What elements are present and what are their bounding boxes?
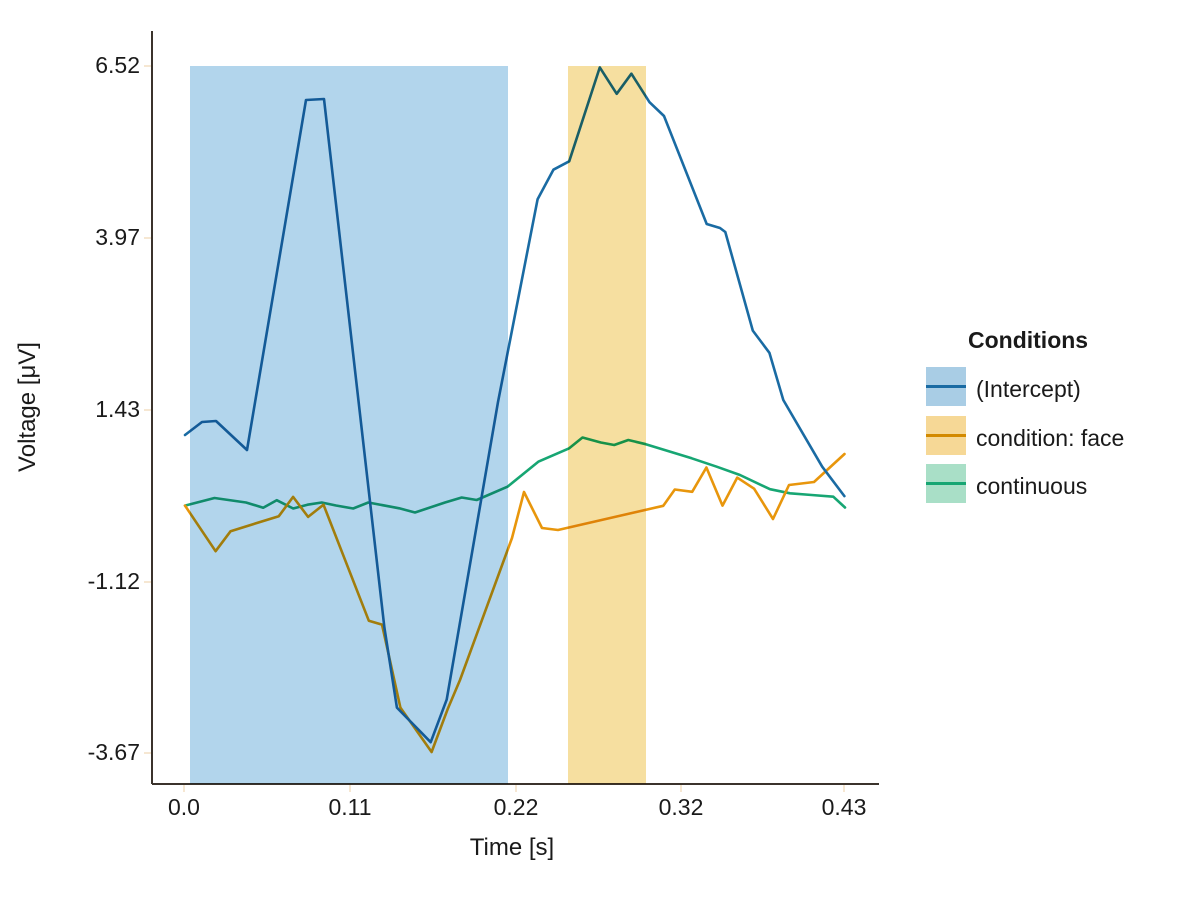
svg-text:6.52: 6.52	[95, 52, 140, 78]
svg-text:3.97: 3.97	[95, 224, 140, 250]
svg-text:0.32: 0.32	[659, 794, 704, 820]
svg-text:Conditions: Conditions	[968, 327, 1088, 353]
svg-text:(Intercept): (Intercept)	[976, 376, 1081, 402]
svg-text:Voltage [μV]: Voltage [μV]	[14, 342, 41, 472]
svg-text:-1.12: -1.12	[88, 568, 140, 594]
svg-text:continuous: continuous	[976, 473, 1087, 499]
svg-text:0.0: 0.0	[168, 794, 200, 820]
svg-text:Time [s]: Time [s]	[470, 834, 554, 861]
svg-text:0.43: 0.43	[822, 794, 867, 820]
svg-text:-3.67: -3.67	[88, 739, 140, 765]
svg-text:0.22: 0.22	[494, 794, 539, 820]
svg-text:condition: face: condition: face	[976, 425, 1124, 451]
svg-text:1.43: 1.43	[95, 396, 140, 422]
svg-text:0.11: 0.11	[328, 794, 371, 820]
